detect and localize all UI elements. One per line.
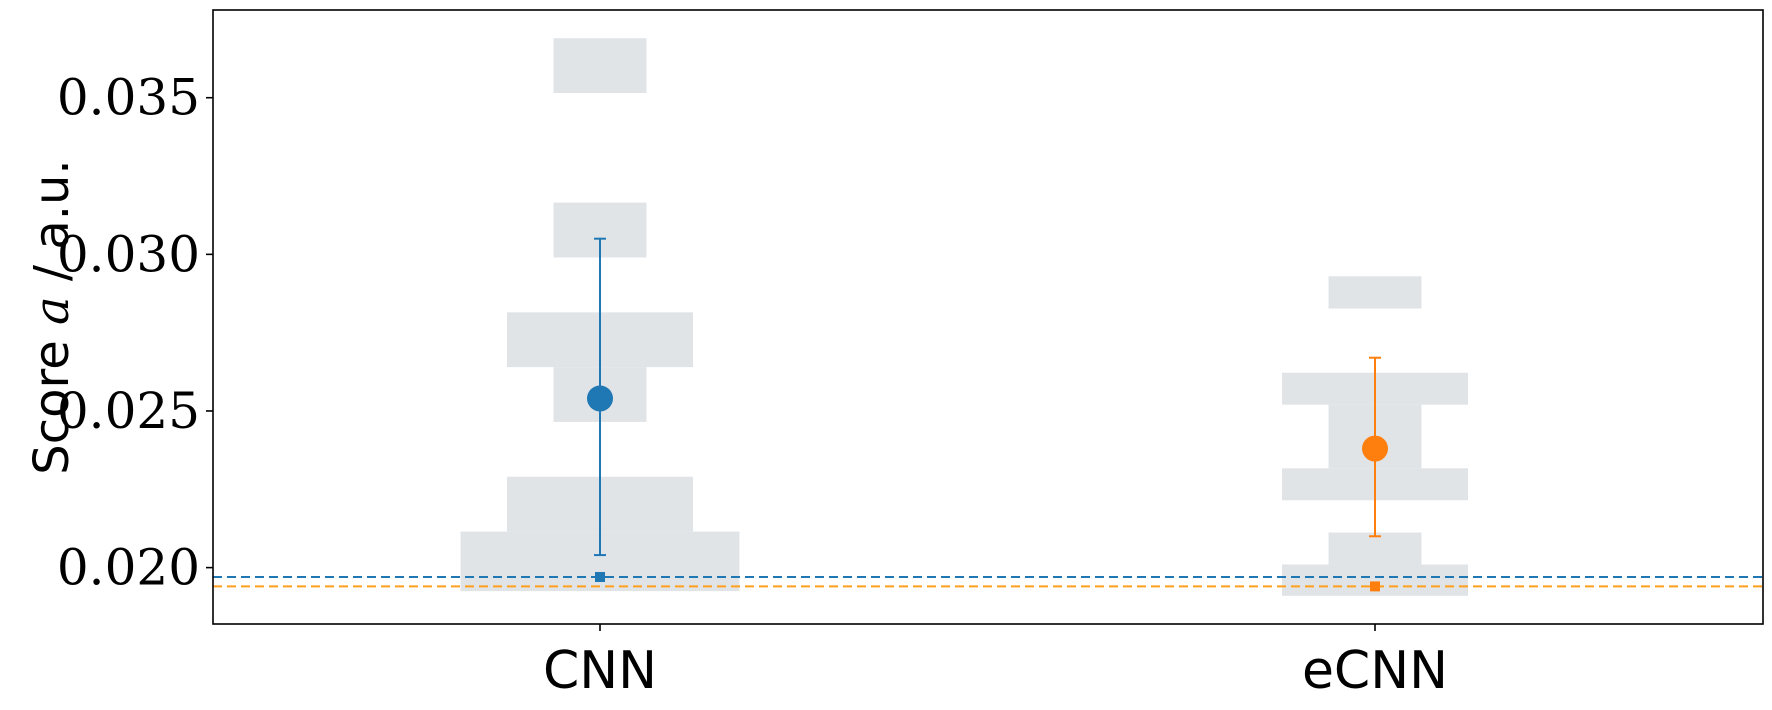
- x-tick-label: CNN: [543, 641, 657, 701]
- baseline-marker-ecnn: [1370, 581, 1380, 592]
- histogram-layer: [460, 38, 1468, 596]
- mean-point-ecnn: [1362, 435, 1388, 462]
- y-tick-label: 0.025: [57, 382, 200, 440]
- y-axis-label-unit: / a.u.: [24, 159, 80, 296]
- y-axis: 0.020 0.025 0.030 0.035: [57, 69, 213, 597]
- y-tick-label: 0.035: [57, 69, 200, 127]
- baseline-marker-cnn: [595, 572, 605, 583]
- plot-frame: [212, 9, 1764, 625]
- x-axis: CNN eCNN: [543, 624, 1448, 701]
- histogram-bin-ecnn-1: [1328, 532, 1422, 565]
- baseline-layer: [213, 576, 1763, 588]
- histogram-bin-ecnn-7: [1328, 276, 1422, 309]
- y-tick-label: 0.030: [57, 225, 200, 283]
- y-axis-label-variable: a: [24, 296, 80, 325]
- x-tick-label: eCNN: [1302, 641, 1448, 701]
- histogram-bin-cnn-8: [553, 38, 647, 94]
- errorbar-layer: [594, 237, 1381, 557]
- y-tick-label: 0.020: [57, 539, 200, 597]
- y-axis-label-prefix: Score: [24, 325, 80, 475]
- point-layer: [587, 385, 1388, 592]
- mean-point-cnn: [587, 385, 613, 412]
- y-axis-label: Score a / a.u.: [24, 159, 80, 474]
